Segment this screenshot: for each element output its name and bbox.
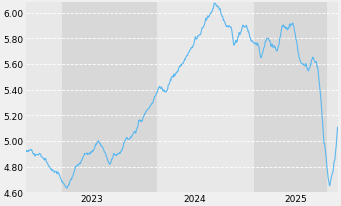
Bar <box>62 4 157 192</box>
Bar <box>253 4 327 192</box>
